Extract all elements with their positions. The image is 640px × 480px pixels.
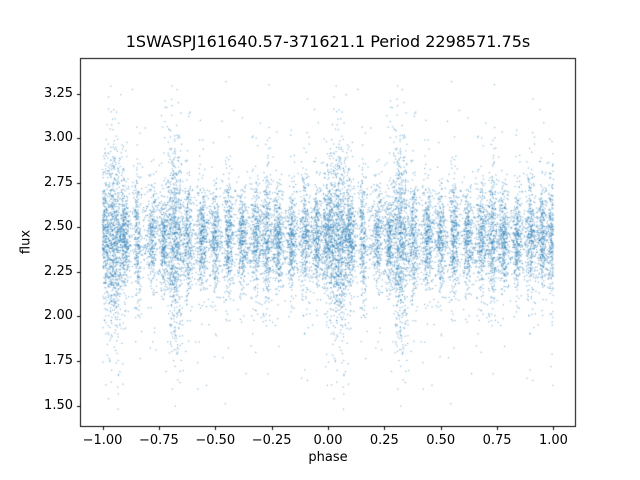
y-tick-label: 1.50 <box>44 397 73 413</box>
x-tick-label: 0.25 <box>369 433 399 448</box>
x-axis-label: phase <box>308 450 348 465</box>
x-tick-label: 0.50 <box>426 433 456 448</box>
x-tick-label: 0.00 <box>313 433 343 448</box>
y-tick-label: 3.00 <box>44 130 73 146</box>
x-tick-label: −0.50 <box>195 433 236 448</box>
chart-title: 1SWASPJ161640.57-371621.1 Period 2298571… <box>125 32 531 51</box>
x-tick-label: −1.00 <box>82 433 123 448</box>
y-tick-label: 2.75 <box>44 174 73 190</box>
x-tick-label: 0.75 <box>482 433 512 448</box>
y-tick-label: 2.00 <box>44 308 73 324</box>
y-tick-label: 2.25 <box>44 263 73 279</box>
x-tick-label: −0.75 <box>138 433 179 448</box>
y-tick-label: 1.75 <box>44 353 73 369</box>
y-tick-label: 2.50 <box>44 219 73 235</box>
x-tick-label: 1.00 <box>538 433 568 448</box>
y-tick-label: 3.25 <box>44 85 73 101</box>
x-tick-label: −0.25 <box>251 433 292 448</box>
